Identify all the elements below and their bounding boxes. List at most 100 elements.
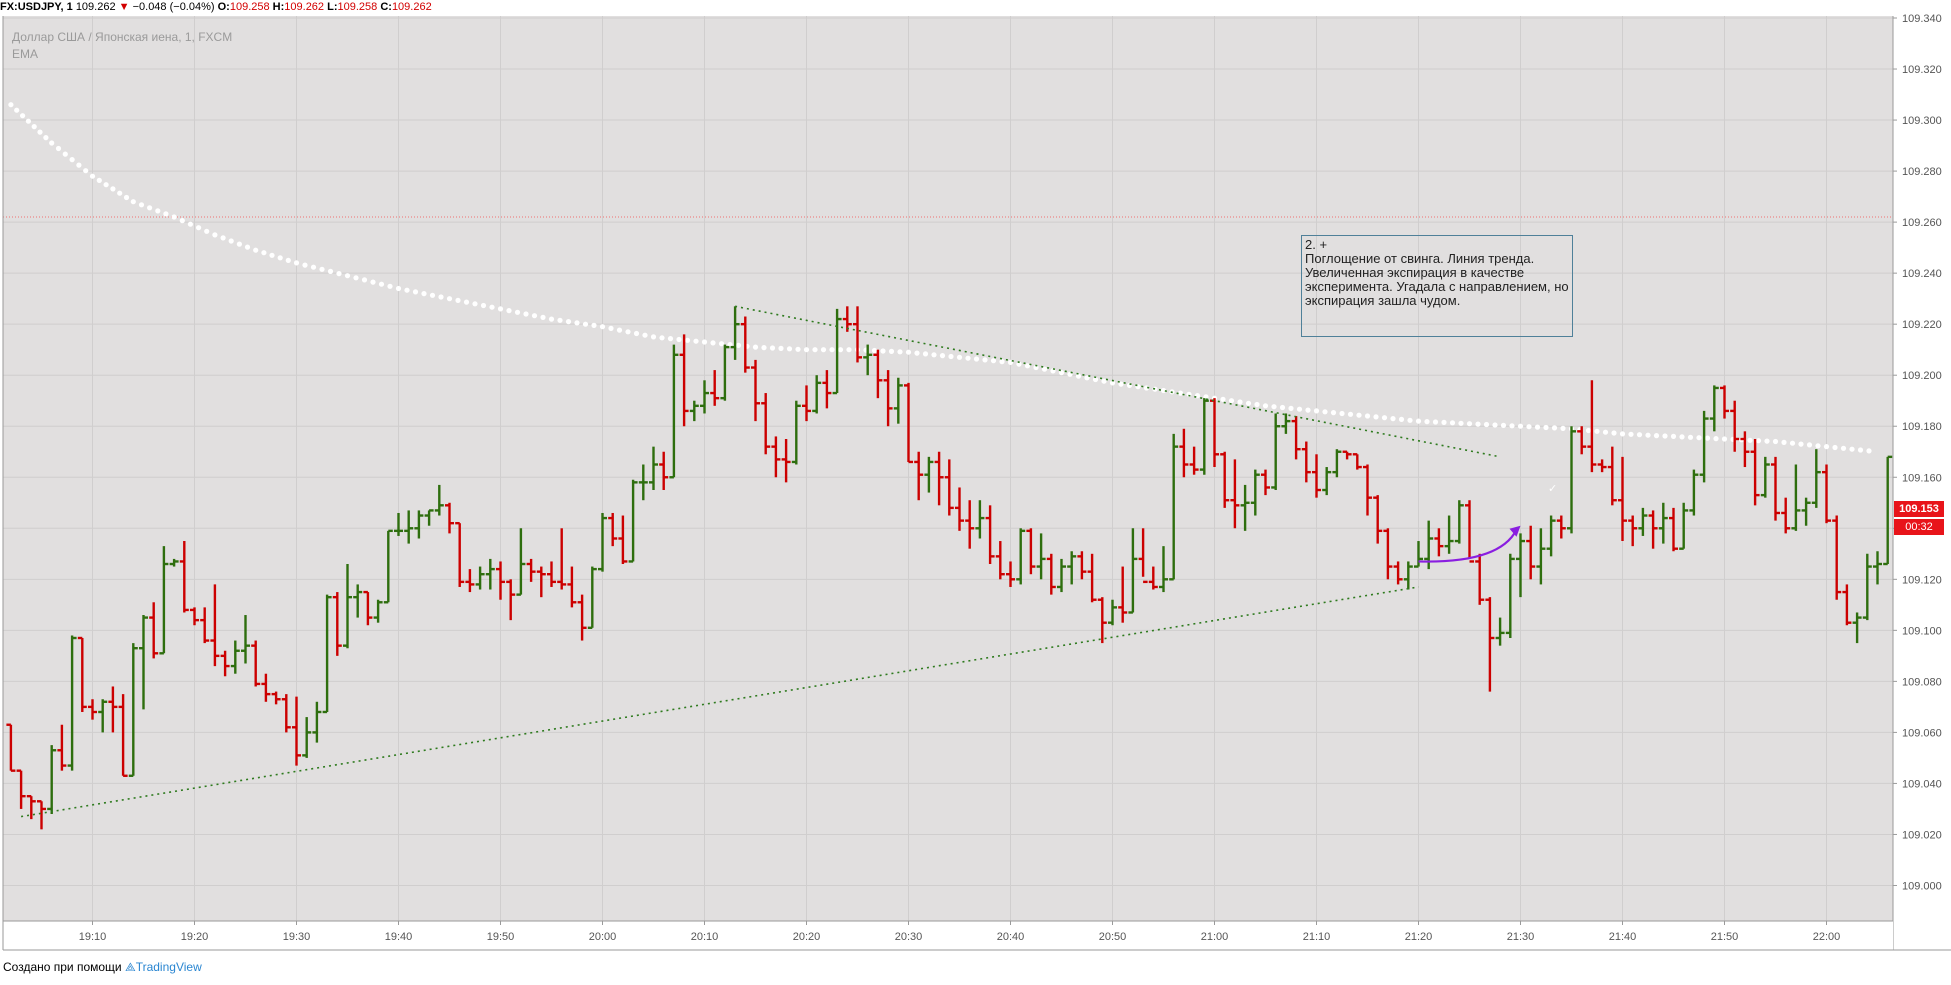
- ohlc-bar: [394, 512, 403, 536]
- ohlc-bar: [914, 451, 924, 501]
- time-tick-label: 19:30: [283, 931, 311, 943]
- ema-dot: [1475, 421, 1481, 427]
- ohlc-bar: [679, 334, 689, 427]
- ema-dot: [138, 202, 145, 208]
- plot-background: [3, 16, 1893, 921]
- ema-dot: [96, 177, 102, 183]
- ema-dot: [727, 342, 733, 348]
- ohlc-bar: [47, 745, 57, 815]
- tradingview-link[interactable]: TradingView: [135, 960, 202, 974]
- annotation-note[interactable]: 2. + Поглощение от свинга. Линия тренда.…: [1301, 235, 1573, 337]
- ema-dot: [244, 244, 251, 250]
- ohlc-bar: [485, 558, 495, 590]
- ema-dot: [1407, 417, 1413, 423]
- symbol-header: FX:USDJPY, 1 109.262 ▼ −0.048 (−0.04%) O…: [0, 0, 432, 16]
- ohlc-bar: [343, 564, 352, 649]
- ema-dot: [117, 190, 123, 196]
- price-axis[interactable]: [1893, 16, 1951, 921]
- ohlc-bar: [1546, 515, 1556, 557]
- arrow-head: [1509, 525, 1521, 537]
- chart-symbol-title: Доллар США / Японская иена, 1, FXCM: [12, 30, 233, 44]
- ema-dot: [1118, 381, 1124, 387]
- ema-dot: [650, 334, 657, 340]
- ema-dot: [497, 306, 504, 312]
- ema-dot: [1679, 434, 1685, 440]
- time-tick-label: 20:30: [895, 931, 923, 943]
- ema-dot: [1441, 419, 1447, 425]
- ema-dot: [302, 262, 308, 268]
- price-tick-label: 109.120: [1902, 574, 1942, 586]
- ema-dot: [616, 327, 623, 333]
- ohlc-bar: [302, 717, 312, 758]
- ohlc-bar: [200, 607, 210, 644]
- ohlc-bar: [281, 694, 291, 733]
- ohlc-bar: [557, 528, 567, 590]
- tradingview-logo-icon[interactable]: ⟁: [124, 960, 136, 974]
- ohlc-bar: [638, 464, 648, 501]
- price-chart[interactable]: 109.000 109.020 109.040 109.060 109.080 109.1…: [0, 0, 1951, 955]
- ohlc-bar: [118, 694, 128, 777]
- ema-dot: [1645, 432, 1651, 438]
- last-price: 109.262: [75, 1, 116, 13]
- ema-dot: [55, 145, 62, 152]
- ohlc-bar: [1638, 507, 1648, 536]
- ema-dot: [455, 297, 461, 303]
- ohlc-bar: [26, 794, 36, 820]
- ohlc-bar: [1801, 497, 1811, 526]
- ema-dot: [557, 317, 563, 323]
- ohlc-bar: [1097, 597, 1107, 644]
- ohlc-bar: [1628, 515, 1638, 547]
- ema-dot: [1339, 410, 1345, 417]
- ema-dot: [1313, 408, 1320, 414]
- ema-dot: [1041, 366, 1048, 372]
- ema-dot: [1551, 425, 1558, 431]
- ohlc-bar: [904, 382, 913, 464]
- low-value: 109.258: [337, 1, 378, 13]
- ohlc-bar: [1179, 428, 1189, 478]
- arrow-shaft: [1418, 529, 1518, 563]
- ohlc-bar: [1128, 528, 1138, 614]
- ema-dot: [820, 347, 827, 353]
- ohlc-bar: [312, 701, 322, 743]
- ohlc-bar: [1067, 551, 1077, 585]
- ema-dot: [1823, 444, 1830, 450]
- ohlc-bar: [1057, 558, 1066, 593]
- ema-dot: [103, 182, 109, 188]
- ema-dot: [1764, 438, 1770, 444]
- ema-dot: [1262, 403, 1269, 409]
- time-axis[interactable]: [3, 921, 1893, 950]
- ohlc-bar: [618, 515, 628, 565]
- ema-dot: [269, 252, 275, 258]
- ema-dot: [1500, 422, 1507, 428]
- indicator-label: EMA: [12, 47, 39, 61]
- ema-dot: [20, 113, 26, 119]
- time-tick-label: 20:20: [793, 931, 821, 943]
- ema-dot: [49, 140, 55, 146]
- ohlc-bar: [1495, 617, 1505, 646]
- ema-dot: [1432, 419, 1439, 425]
- ema-dot: [1075, 373, 1082, 379]
- ema-dot: [973, 356, 980, 362]
- ohlc-bar: [455, 521, 465, 587]
- ohlc-bar: [669, 344, 679, 479]
- ema-dot: [871, 347, 878, 354]
- ema-dot: [625, 329, 631, 335]
- ema-dot: [62, 151, 68, 157]
- ema-dot: [880, 348, 886, 354]
- ema-dot: [1381, 415, 1388, 421]
- time-tick-label: 20:10: [691, 931, 719, 943]
- ema-dot: [1024, 363, 1031, 369]
- ema-dot: [130, 199, 136, 205]
- ema-dot: [752, 344, 759, 350]
- ohlc-bar: [1352, 453, 1362, 470]
- ohlc-bar: [1709, 385, 1719, 432]
- ema-dot: [480, 302, 487, 309]
- ema-dot: [285, 257, 291, 263]
- ema-dot: [608, 325, 614, 331]
- ohlc-bar: [1312, 454, 1321, 498]
- ema-dot: [1662, 433, 1668, 439]
- ohlc-bar: [1301, 441, 1311, 483]
- ema-dot: [472, 301, 478, 307]
- ema-dot: [37, 129, 43, 135]
- ema-dot: [1687, 434, 1694, 440]
